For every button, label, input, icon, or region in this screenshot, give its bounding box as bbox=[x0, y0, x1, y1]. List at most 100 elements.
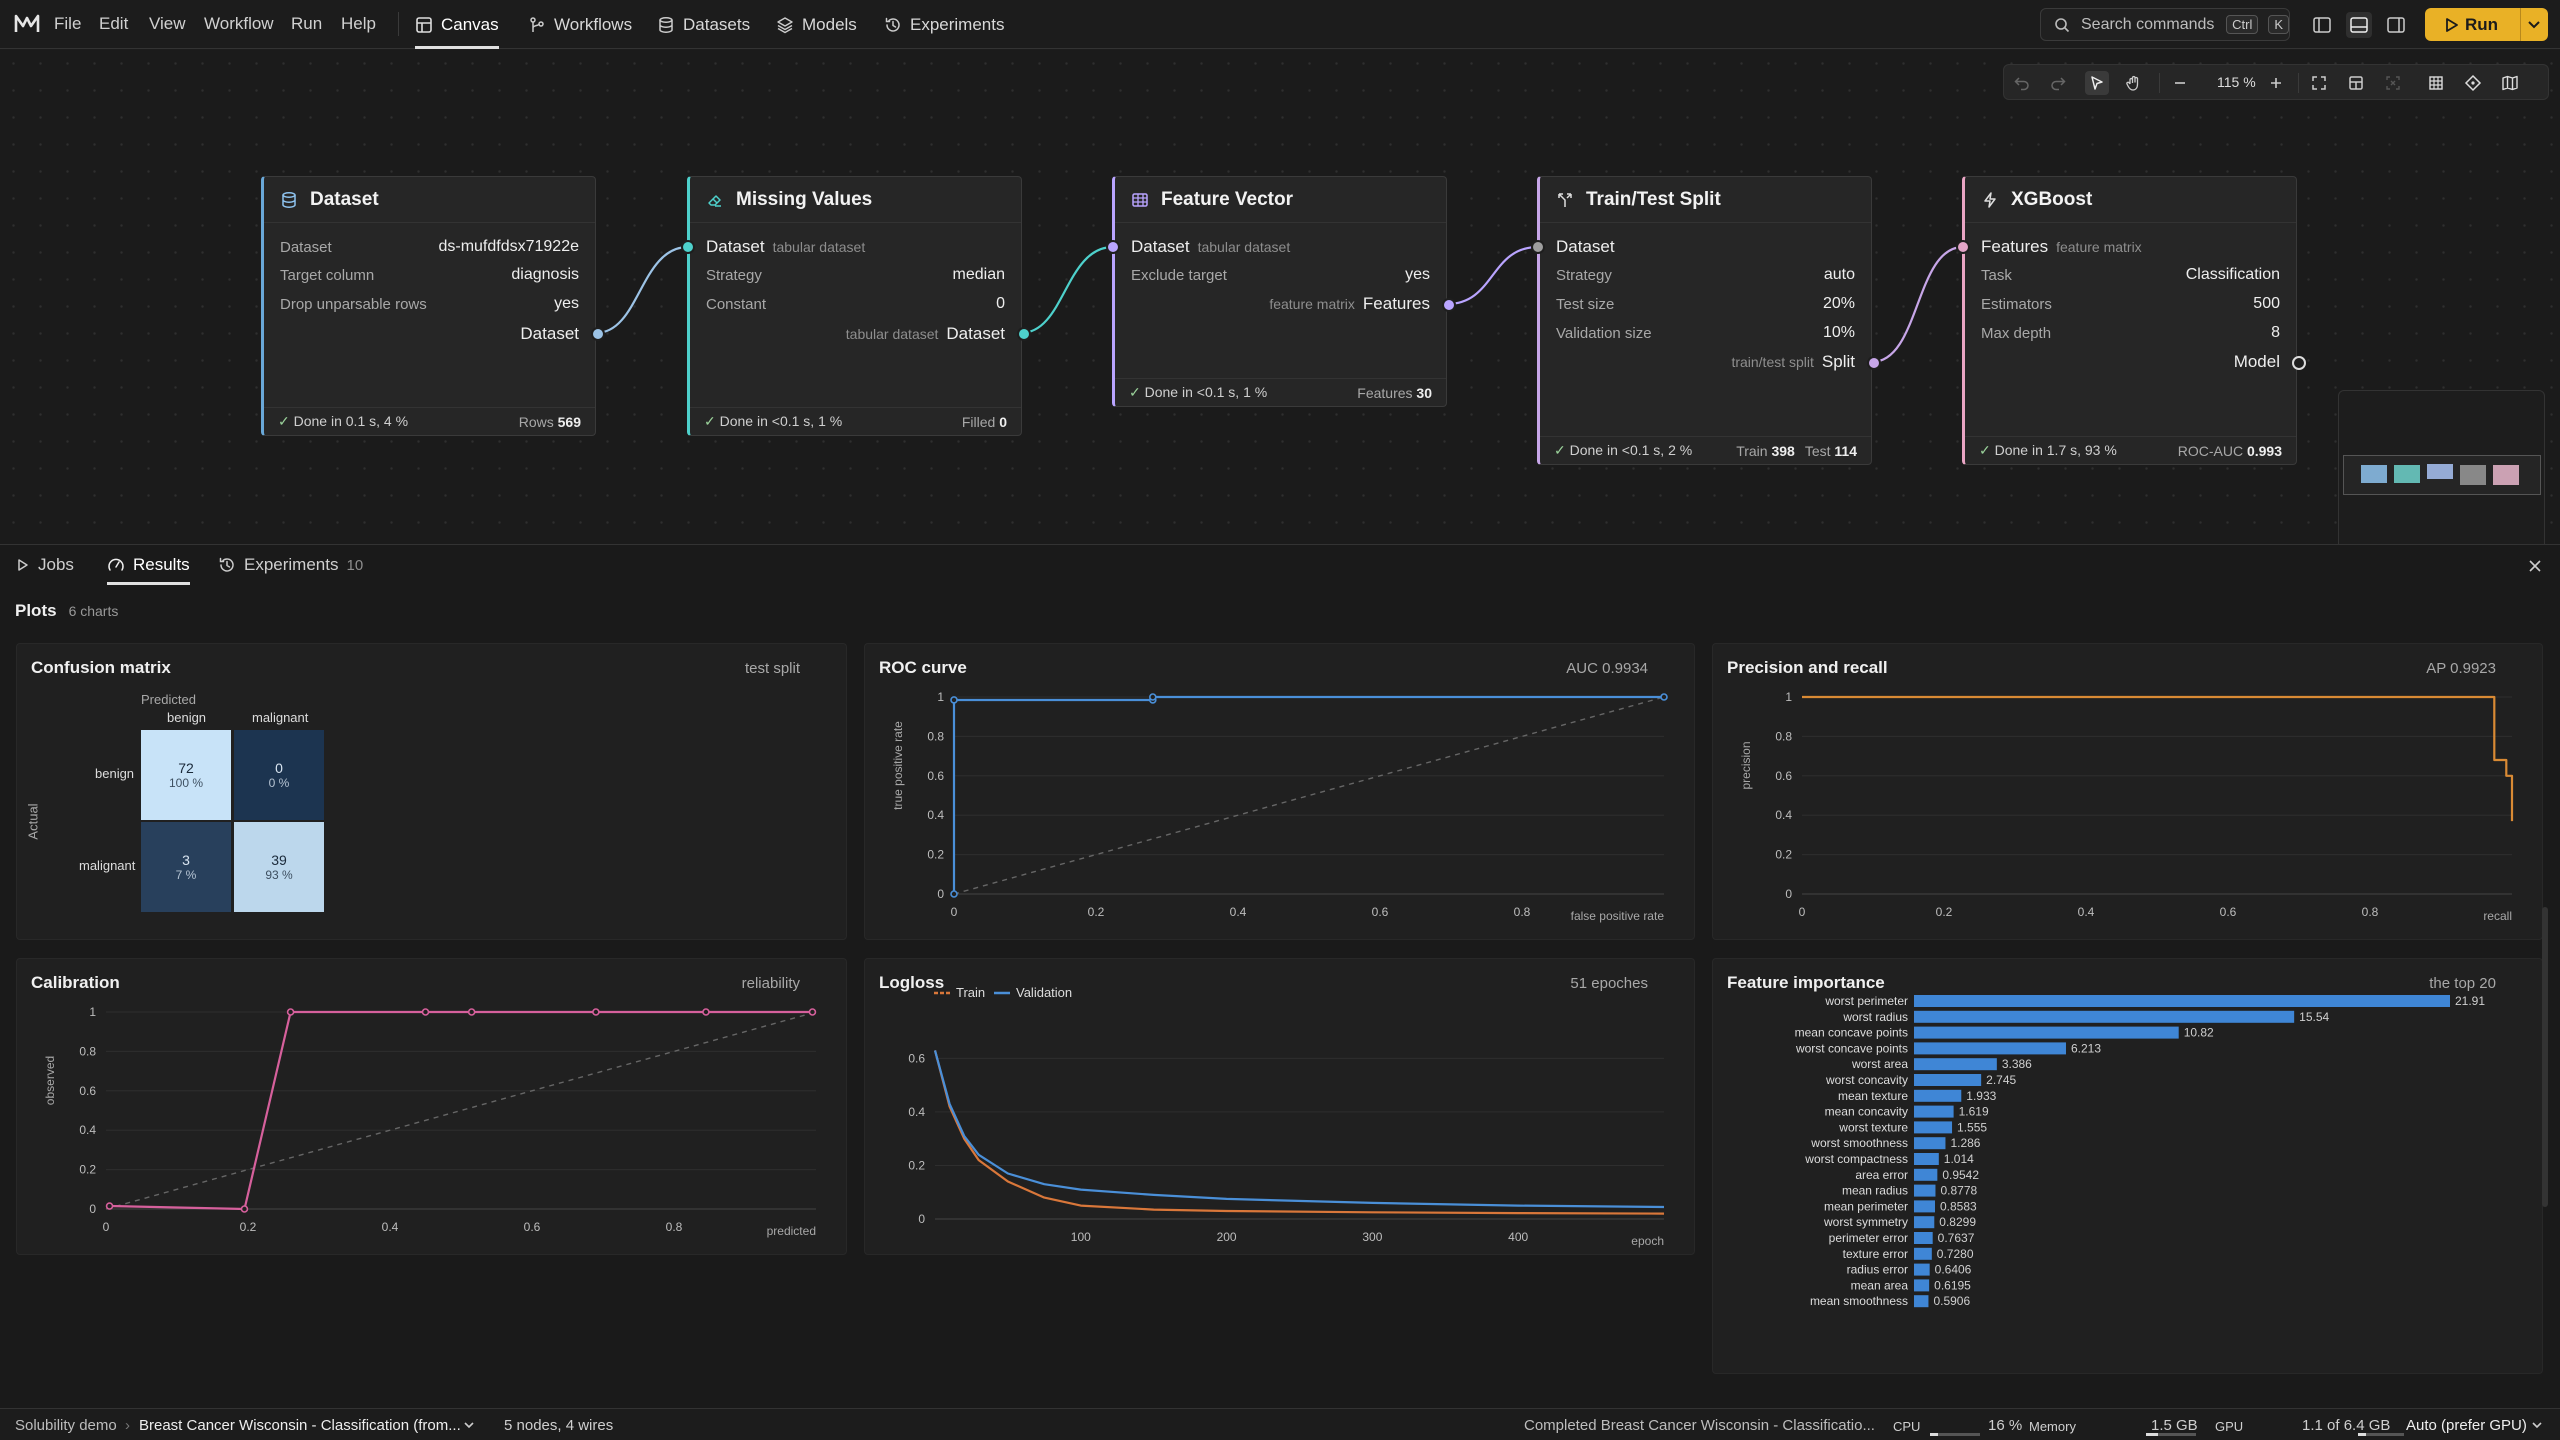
param-dataset[interactable]: Dataset ds-mufdfdsx71922e bbox=[280, 233, 579, 261]
focus-selection-button[interactable] bbox=[2381, 71, 2405, 95]
input-port[interactable] bbox=[681, 240, 695, 254]
metric-label: Features bbox=[1357, 384, 1413, 401]
fit-view-button[interactable] bbox=[2307, 71, 2331, 95]
search-placeholder: Search commands bbox=[2081, 15, 2215, 33]
close-icon[interactable] bbox=[2527, 558, 2543, 574]
param-max-depth[interactable]: Max depth 8 bbox=[1981, 319, 2280, 347]
feature-label: perimeter error bbox=[1829, 1231, 1908, 1245]
wire[interactable] bbox=[595, 245, 689, 335]
undo-button[interactable] bbox=[2010, 71, 2034, 95]
wire[interactable] bbox=[1446, 245, 1539, 306]
minimap-toggle-button[interactable] bbox=[2498, 71, 2522, 95]
output-port[interactable] bbox=[591, 327, 605, 341]
param-drop-unparsable[interactable]: Drop unparsable rows yes bbox=[280, 290, 579, 318]
feature-label: mean texture bbox=[1838, 1089, 1908, 1103]
zoom-out-button[interactable] bbox=[2168, 71, 2192, 95]
tab-jobs[interactable]: Jobs bbox=[16, 545, 74, 585]
zoom-in-button[interactable] bbox=[2264, 71, 2288, 95]
menu-edit[interactable]: Edit bbox=[99, 14, 129, 33]
grid-toggle-button[interactable] bbox=[2424, 71, 2448, 95]
y-tick-label: 0.8 bbox=[1775, 729, 1792, 743]
menu-help[interactable]: Help bbox=[341, 14, 376, 33]
data-point bbox=[286, 1008, 295, 1016]
pan-tool-button[interactable] bbox=[2122, 71, 2146, 95]
tab-workflows[interactable]: Workflows bbox=[528, 0, 632, 49]
tab-experiments[interactable]: Experiments bbox=[884, 0, 1004, 49]
zoom-level[interactable]: 115 % bbox=[2217, 74, 2256, 90]
param-test-size[interactable]: Test size 20% bbox=[1556, 290, 1855, 318]
last-job-status[interactable]: Completed Breast Cancer Wisconsin - Clas… bbox=[1524, 1417, 1875, 1434]
wire[interactable] bbox=[1020, 245, 1114, 335]
input-port[interactable] bbox=[1106, 240, 1120, 254]
tab-experiments-panel[interactable]: Experiments 10 bbox=[218, 545, 363, 585]
output-port[interactable] bbox=[1442, 298, 1456, 312]
param-strategy[interactable]: Strategy auto bbox=[1556, 261, 1855, 289]
node-header[interactable]: Dataset bbox=[264, 177, 595, 223]
output-port[interactable] bbox=[1867, 356, 1881, 370]
param-validation-size[interactable]: Validation size 10% bbox=[1556, 319, 1855, 347]
memory-label: Memory bbox=[2029, 1419, 2076, 1434]
param-label: Task bbox=[1981, 266, 2012, 284]
node-missing-values[interactable]: Missing Values Dataset tabular dataset St… bbox=[681, 176, 1031, 436]
redo-button[interactable] bbox=[2046, 71, 2070, 95]
auto-layout-button[interactable] bbox=[2344, 71, 2368, 95]
menu-run[interactable]: Run bbox=[291, 14, 323, 33]
node-header[interactable]: Train/Test Split bbox=[1540, 177, 1871, 223]
device-selector[interactable]: Auto (prefer GPU) bbox=[2406, 1417, 2527, 1434]
tab-results[interactable]: Results bbox=[107, 545, 190, 585]
status-text: Done in <0.1 s, 1 % bbox=[1144, 384, 1268, 400]
metric-label: ROC-AUC bbox=[2177, 442, 2244, 459]
node-feature-vector[interactable]: Feature Vector Dataset tabular dataset Ex… bbox=[1106, 176, 1456, 407]
menu-view[interactable]: View bbox=[149, 14, 186, 33]
data-point bbox=[592, 1008, 600, 1016]
output-port[interactable] bbox=[1017, 327, 1031, 341]
x-tick-label: 300 bbox=[1362, 1230, 1382, 1244]
select-tool-button[interactable] bbox=[2085, 71, 2109, 95]
param-constant[interactable]: Constant 0 bbox=[706, 290, 1005, 318]
param-estimators[interactable]: Estimators 500 bbox=[1981, 290, 2280, 318]
left-sidebar-toggle-icon[interactable] bbox=[2309, 12, 2335, 38]
panel-scrollbar[interactable] bbox=[2542, 907, 2548, 1207]
output-port[interactable] bbox=[2292, 356, 2306, 370]
param-target-column[interactable]: Target column diagnosis bbox=[280, 261, 579, 289]
input-port[interactable] bbox=[1956, 240, 1970, 254]
node-dataset[interactable]: Dataset Dataset ds-mufdfdsx71922e Target … bbox=[261, 176, 605, 436]
right-sidebar-toggle-icon[interactable] bbox=[2383, 12, 2409, 38]
workflow-icon bbox=[530, 16, 544, 32]
bottom-panel-toggle-icon[interactable] bbox=[2346, 12, 2372, 38]
x-tick-label: 0.6 bbox=[524, 1220, 541, 1234]
param-strategy[interactable]: Strategy median bbox=[706, 261, 1005, 289]
tab-models[interactable]: Models bbox=[776, 0, 857, 49]
command-search[interactable]: Search commands Ctrl K bbox=[2040, 8, 2290, 41]
input-label: Dataset bbox=[1131, 237, 1190, 256]
node-train-test-split[interactable]: Train/Test Split Dataset Strategy auto Te… bbox=[1531, 176, 1881, 465]
card-subtitle: AP 0.9923 bbox=[2426, 660, 2496, 677]
param-exclude-target[interactable]: Exclude target yes bbox=[1131, 261, 1430, 289]
breadcrumb-separator: › bbox=[125, 1417, 130, 1434]
input-port[interactable] bbox=[1531, 240, 1545, 254]
bottom-panel: Jobs Results Experiments 10 Plots 6 char… bbox=[0, 544, 2560, 1408]
project-name[interactable]: Solubility demo bbox=[15, 1417, 117, 1434]
node-xgboost[interactable]: XGBoost Features feature matrix Task Class… bbox=[1956, 176, 2306, 465]
workflow-canvas[interactable]: 115 % Dataset Dataset ds-mufdfdsx71922e T… bbox=[0, 50, 2560, 580]
wire[interactable] bbox=[1871, 245, 1964, 364]
chevron-down-icon[interactable] bbox=[463, 1421, 475, 1431]
node-header[interactable]: Missing Values bbox=[690, 177, 1021, 223]
output-type: feature matrix bbox=[1269, 296, 1355, 312]
layout-icon bbox=[2349, 76, 2363, 90]
param-value: yes bbox=[1405, 266, 1430, 283]
tab-datasets[interactable]: Datasets bbox=[657, 0, 750, 49]
tab-canvas[interactable]: Canvas bbox=[415, 0, 499, 49]
node-header[interactable]: Feature Vector bbox=[1115, 177, 1446, 223]
chevron-down-icon[interactable] bbox=[2527, 19, 2541, 31]
data-point bbox=[1148, 693, 1157, 701]
node-header[interactable]: XGBoost bbox=[1965, 177, 2296, 223]
param-task[interactable]: Task Classification bbox=[1981, 261, 2280, 289]
snap-toggle-button[interactable] bbox=[2461, 71, 2485, 95]
importance-bar bbox=[1914, 1042, 2066, 1055]
menu-file[interactable]: File bbox=[54, 14, 82, 33]
chevron-down-icon[interactable] bbox=[2531, 1421, 2543, 1431]
workflow-name[interactable]: Breast Cancer Wisconsin - Classification… bbox=[139, 1417, 461, 1434]
menu-workflow[interactable]: Workflow bbox=[204, 14, 274, 33]
run-button[interactable]: Run bbox=[2425, 8, 2548, 41]
